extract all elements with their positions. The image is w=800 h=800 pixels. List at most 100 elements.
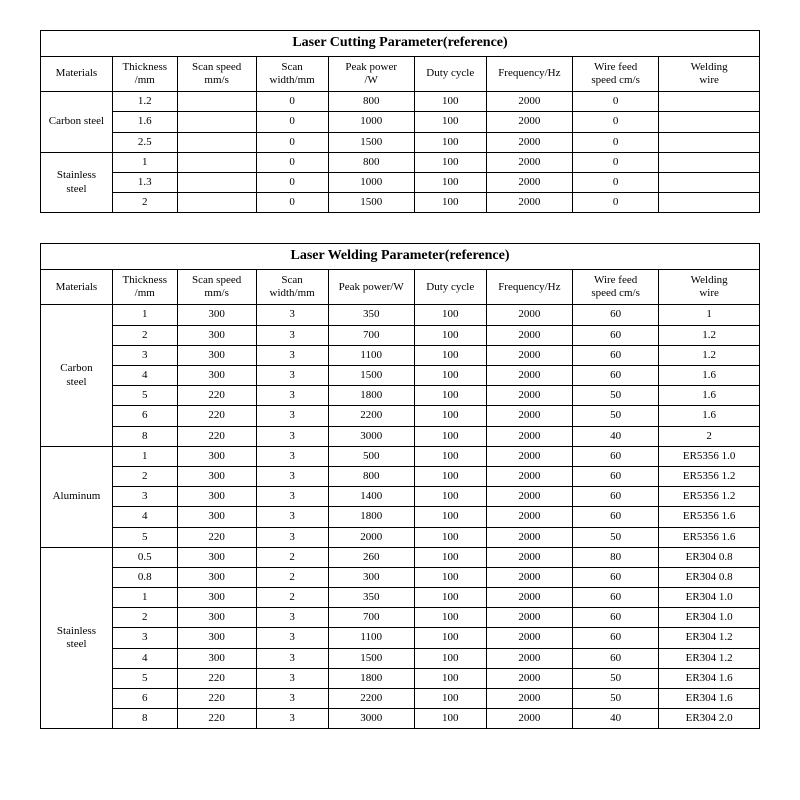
- data-cell: 2: [659, 426, 760, 446]
- data-cell: 3: [256, 608, 328, 628]
- data-cell: 350: [328, 588, 414, 608]
- data-cell: 2: [112, 608, 177, 628]
- data-cell: 2.5: [112, 132, 177, 152]
- data-cell: 60: [572, 567, 658, 587]
- data-cell: 0: [256, 172, 328, 192]
- table-row: 622032200100200050ER304 1.6: [41, 689, 760, 709]
- data-cell: 100: [414, 193, 486, 213]
- data-cell: 220: [177, 668, 256, 688]
- material-cell: Carbonsteel: [41, 305, 113, 446]
- table-row: 430031800100200060ER5356 1.6: [41, 507, 760, 527]
- data-cell: 300: [328, 567, 414, 587]
- data-cell: 1.6: [659, 366, 760, 386]
- data-cell: 300: [177, 507, 256, 527]
- data-cell: 100: [414, 668, 486, 688]
- data-cell: 50: [572, 386, 658, 406]
- data-cell: 0.5: [112, 547, 177, 567]
- data-cell: 3: [256, 527, 328, 547]
- column-header: Duty cycle: [414, 56, 486, 91]
- data-cell: ER304 1.6: [659, 689, 760, 709]
- material-cell: Stainlesssteel: [41, 547, 113, 729]
- data-cell: 2000: [486, 466, 572, 486]
- data-cell: 3: [256, 366, 328, 386]
- data-cell: 3: [256, 345, 328, 365]
- data-cell: 4: [112, 366, 177, 386]
- data-cell: 50: [572, 668, 658, 688]
- data-cell: 220: [177, 527, 256, 547]
- data-cell: 2000: [486, 628, 572, 648]
- data-cell: 2000: [486, 172, 572, 192]
- data-cell: [177, 172, 256, 192]
- data-cell: 100: [414, 172, 486, 192]
- data-cell: 0.8: [112, 567, 177, 587]
- data-cell: 800: [328, 466, 414, 486]
- table-row: 4300315001002000601.6: [41, 366, 760, 386]
- data-cell: 1.2: [112, 92, 177, 112]
- data-cell: 3: [256, 325, 328, 345]
- data-cell: 1.6: [659, 406, 760, 426]
- data-cell: 300: [177, 446, 256, 466]
- data-cell: 1800: [328, 507, 414, 527]
- data-cell: 0: [572, 112, 658, 132]
- column-header: Frequency/Hz: [486, 270, 572, 305]
- data-cell: 2: [112, 193, 177, 213]
- data-cell: 1.3: [112, 172, 177, 192]
- data-cell: 3: [256, 507, 328, 527]
- data-cell: 100: [414, 507, 486, 527]
- column-header: Scanwidth/mm: [256, 56, 328, 91]
- data-cell: ER304 0.8: [659, 547, 760, 567]
- data-cell: 100: [414, 608, 486, 628]
- data-cell: 60: [572, 608, 658, 628]
- data-cell: 300: [177, 608, 256, 628]
- data-cell: 100: [414, 305, 486, 325]
- data-cell: 60: [572, 366, 658, 386]
- data-cell: 3: [256, 305, 328, 325]
- table-row: 522032000100200050ER5356 1.6: [41, 527, 760, 547]
- data-cell: 220: [177, 386, 256, 406]
- data-cell: [177, 193, 256, 213]
- data-cell: 4: [112, 507, 177, 527]
- table-row: 330031400100200060ER5356 1.2: [41, 487, 760, 507]
- data-cell: [177, 152, 256, 172]
- material-cell: Stainlesssteel: [41, 152, 113, 213]
- data-cell: 60: [572, 487, 658, 507]
- data-cell: 1100: [328, 628, 414, 648]
- data-cell: ER5356 1.2: [659, 466, 760, 486]
- data-cell: 2200: [328, 406, 414, 426]
- data-cell: 0: [572, 132, 658, 152]
- data-cell: 800: [328, 92, 414, 112]
- data-cell: 1: [112, 152, 177, 172]
- table-row: 522031800100200050ER304 1.6: [41, 668, 760, 688]
- data-cell: 80: [572, 547, 658, 567]
- data-cell: 100: [414, 406, 486, 426]
- data-cell: 2000: [486, 152, 572, 172]
- data-cell: 300: [177, 466, 256, 486]
- data-cell: 0: [572, 193, 658, 213]
- data-cell: 700: [328, 608, 414, 628]
- data-cell: 60: [572, 446, 658, 466]
- data-cell: 260: [328, 547, 414, 567]
- data-cell: 2000: [486, 92, 572, 112]
- data-cell: 1500: [328, 366, 414, 386]
- data-cell: 100: [414, 325, 486, 345]
- data-cell: 2000: [486, 547, 572, 567]
- column-header: Scan speedmm/s: [177, 270, 256, 305]
- data-cell: 100: [414, 588, 486, 608]
- data-cell: 3: [256, 386, 328, 406]
- data-cell: 2000: [486, 366, 572, 386]
- table-row: 3300311001002000601.2: [41, 345, 760, 365]
- data-cell: 6: [112, 689, 177, 709]
- data-cell: 100: [414, 112, 486, 132]
- data-cell: 60: [572, 345, 658, 365]
- data-cell: 40: [572, 426, 658, 446]
- data-cell: 60: [572, 628, 658, 648]
- data-cell: 3000: [328, 426, 414, 446]
- data-cell: 40: [572, 709, 658, 729]
- data-cell: 100: [414, 689, 486, 709]
- data-cell: 220: [177, 689, 256, 709]
- data-cell: 2000: [486, 668, 572, 688]
- column-header: Weldingwire: [659, 56, 760, 91]
- data-cell: 300: [177, 366, 256, 386]
- data-cell: 2000: [486, 689, 572, 709]
- data-cell: 0: [256, 152, 328, 172]
